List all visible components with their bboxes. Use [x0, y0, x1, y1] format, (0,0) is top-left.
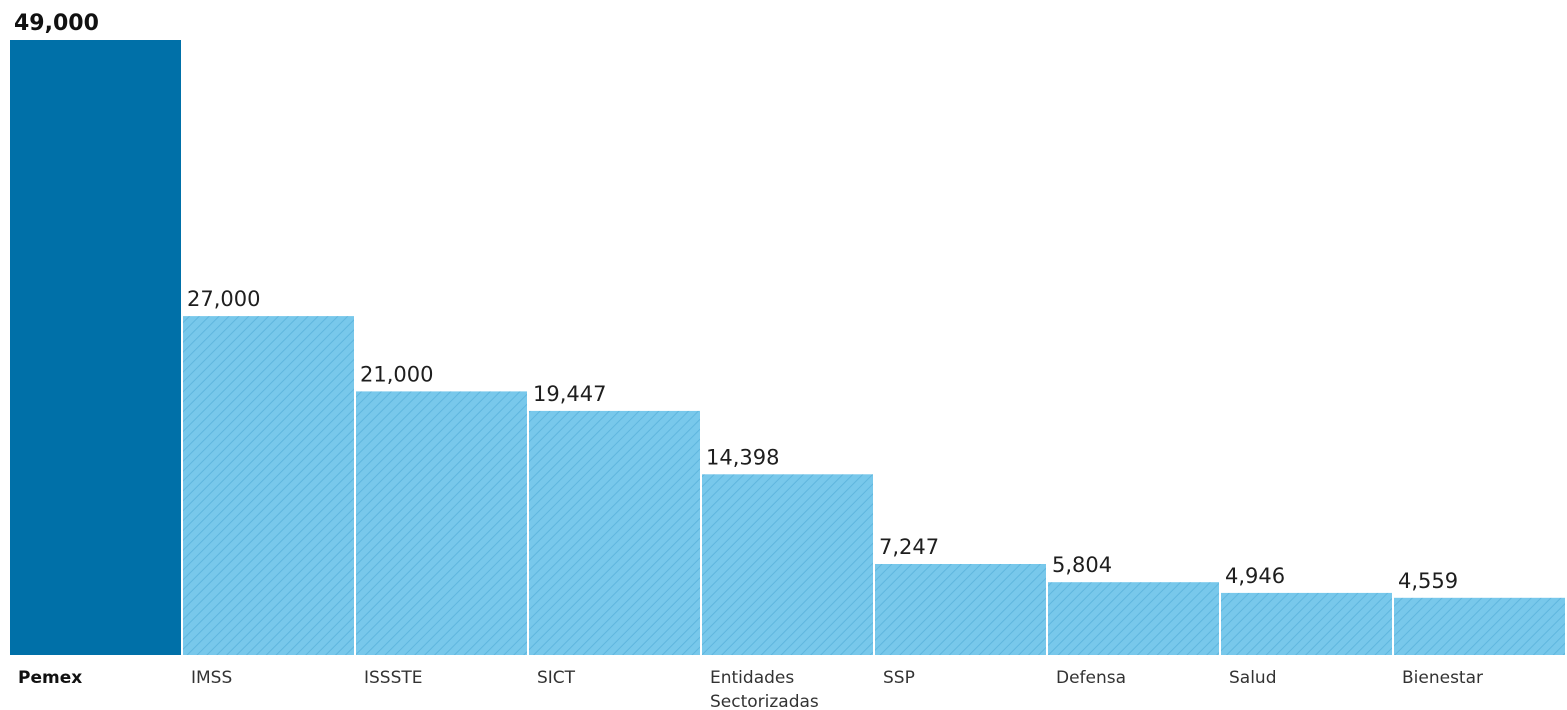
value-label: 49,000 [14, 11, 99, 36]
value-label: 19,447 [533, 382, 606, 406]
value-label: 21,000 [360, 362, 433, 386]
bar-entidades-sectorizadas [702, 474, 873, 655]
value-label: 4,946 [1225, 564, 1285, 588]
value-label: 5,804 [1052, 553, 1112, 577]
category-label: ISSSTE [364, 668, 423, 688]
category-label: Defensa [1056, 668, 1126, 688]
category-label: Sectorizadas [710, 692, 819, 710]
value-label: 14,398 [706, 445, 779, 469]
category-label: Bienestar [1402, 668, 1483, 688]
category-label: IMSS [191, 668, 232, 688]
category-label: SICT [537, 668, 576, 688]
bar-defensa [1048, 582, 1219, 655]
bar-issste [356, 391, 527, 655]
category-label: SSP [883, 668, 915, 688]
bar-bienestar [1394, 597, 1565, 655]
bar-ssp [875, 564, 1046, 655]
value-label: 4,559 [1398, 569, 1458, 593]
bar-pemex [10, 40, 181, 655]
bar-imss [183, 316, 354, 655]
bar-sict [529, 410, 700, 655]
value-label: 7,247 [879, 535, 939, 559]
bar-salud [1221, 592, 1392, 655]
category-label: Salud [1229, 668, 1277, 688]
category-label: Entidades [710, 668, 794, 688]
category-label: Pemex [18, 668, 82, 688]
value-label: 27,000 [187, 287, 260, 311]
